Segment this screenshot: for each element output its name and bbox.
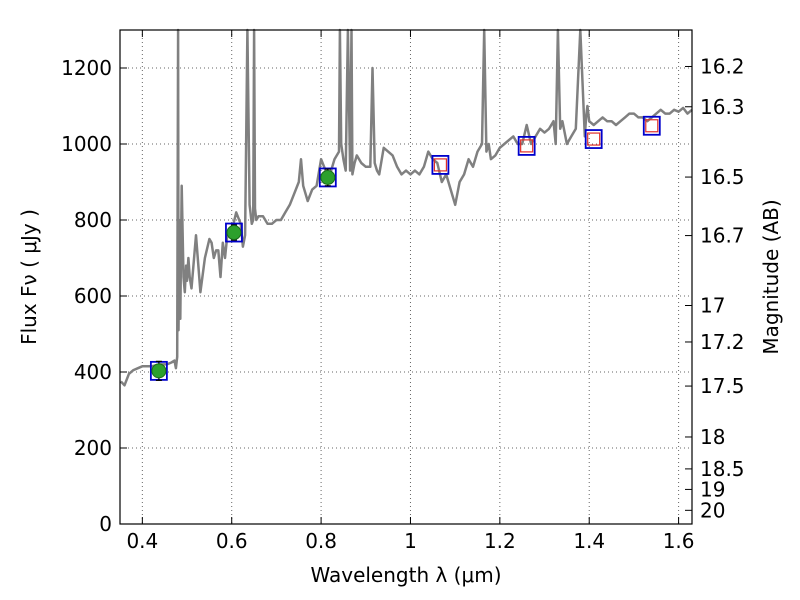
x-tick-label: 0.8 (305, 529, 337, 553)
band-box (431, 154, 450, 175)
band-box (225, 222, 243, 243)
y2-tick-label: 16.5 (700, 165, 745, 189)
data-point (151, 363, 167, 379)
data-point (645, 119, 659, 133)
y-tick-label: 400 (74, 360, 112, 384)
photometry-point (431, 154, 450, 175)
x-axis: 0.4 0.6 0.8 1 1.2 1.4 1.6 (126, 30, 695, 553)
band-box (517, 135, 536, 156)
x-tick-label: 1.2 (484, 529, 516, 553)
y-tick-label: 1200 (61, 56, 112, 80)
photometry-point (318, 167, 337, 188)
y-tick-label: 200 (74, 436, 112, 460)
y2-tick-label: 18.5 (700, 457, 745, 481)
y-tick-label: 800 (74, 208, 112, 232)
y2-tick-label: 17 (700, 294, 725, 318)
band-box (642, 115, 661, 136)
photometry-points (149, 115, 661, 381)
photometry-point (584, 129, 603, 149)
x-tick-label: 1.4 (573, 529, 605, 553)
photometry-point (225, 222, 243, 243)
grid (120, 30, 692, 525)
y-tick-label: 600 (74, 284, 112, 308)
y-axis-title: Flux Fν ( μJy ) (17, 209, 41, 345)
y-tick-label: 0 (99, 512, 112, 536)
y2-tick-label: 16.7 (700, 224, 745, 248)
band-box (318, 167, 337, 188)
data-point (587, 132, 601, 146)
data-point (520, 139, 534, 153)
y2-tick-label: 19 (700, 477, 725, 501)
data-point (226, 225, 242, 241)
y2-axis-title: Magnitude (AB) (759, 199, 783, 354)
band-box (584, 129, 603, 149)
x-axis-title: Wavelength λ (μm) (310, 563, 501, 587)
y2-tick-label: 20 (700, 498, 725, 522)
x-tick-label: 0.6 (216, 529, 248, 553)
photometry-point (149, 360, 168, 381)
x-tick-label: 1.6 (663, 529, 695, 553)
y2-tick-label: 18 (700, 425, 725, 449)
plot-frame (119, 29, 693, 525)
photometry-point (517, 135, 536, 156)
y2-tick-label: 16.3 (700, 95, 745, 119)
data-point (320, 169, 336, 185)
y-tick-label: 1000 (61, 132, 112, 156)
spectrum-line (119, 28, 693, 387)
x-tick-label: 1 (404, 529, 417, 553)
x-tick-label: 0.4 (126, 529, 158, 553)
y2-tick-label: 16.2 (700, 54, 745, 78)
photometry-point (642, 115, 661, 136)
data-point (433, 158, 448, 172)
y2-tick-label: 17.2 (700, 330, 745, 354)
spectrum-layer (119, 28, 693, 387)
y2-tick-label: 17.5 (700, 374, 745, 398)
y-axis: 0 200 400 600 800 1000 1200 (61, 56, 127, 536)
